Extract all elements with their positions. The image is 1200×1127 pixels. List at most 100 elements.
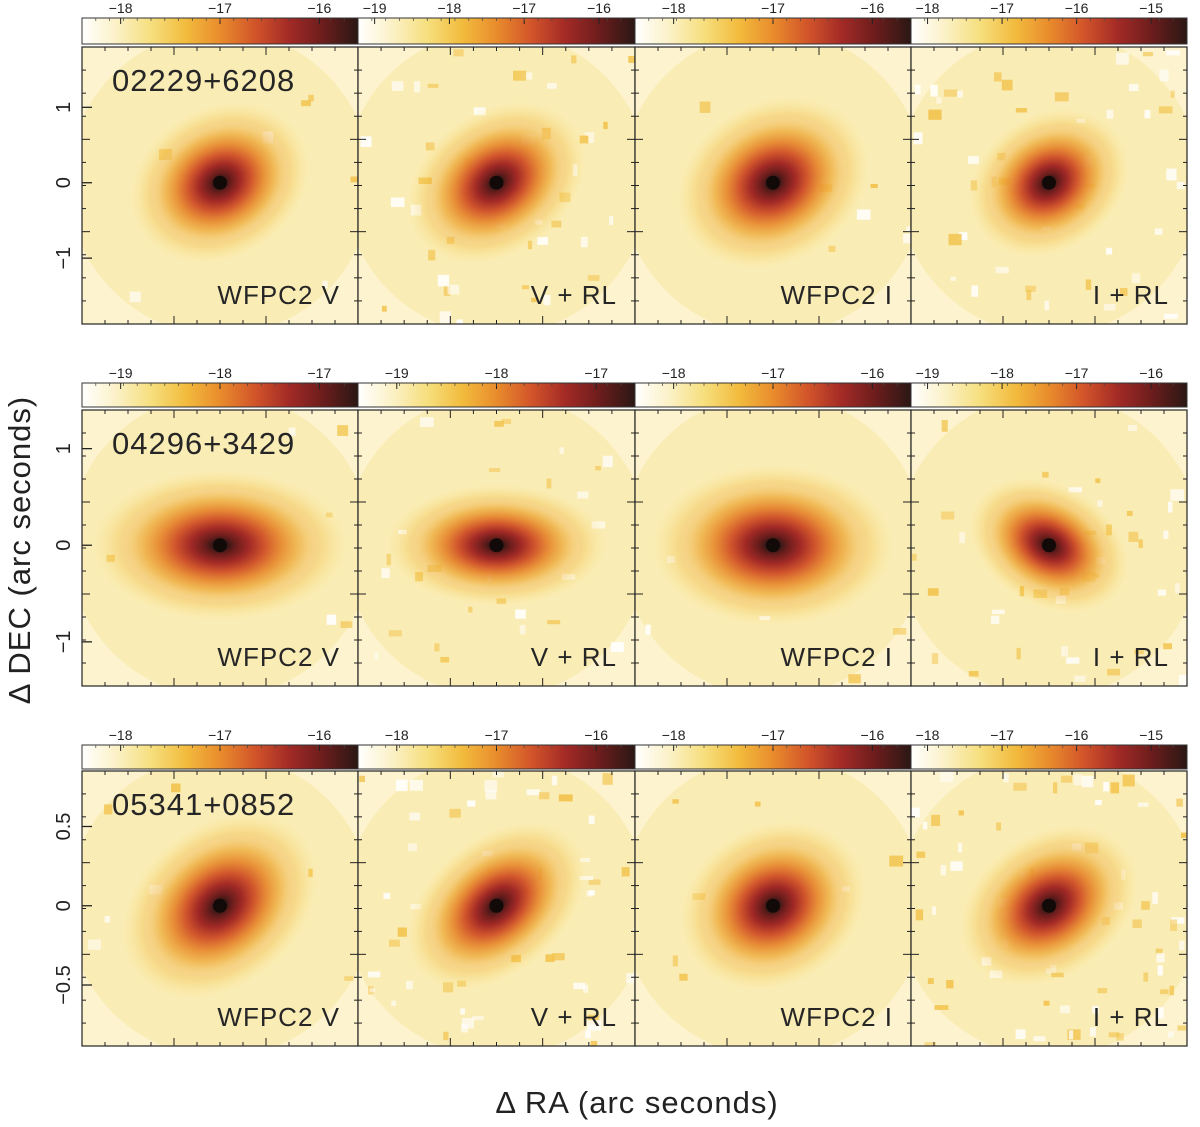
noise-speckle xyxy=(1166,168,1177,181)
noise-speckle xyxy=(369,988,376,993)
colorbar-ramp xyxy=(910,382,1188,408)
y-axis: 1 0 −1 xyxy=(53,443,92,653)
noise-speckle xyxy=(679,973,688,981)
colorbar: −18 −17 −16 xyxy=(81,0,359,45)
noise-speckle xyxy=(990,615,1000,624)
noise-speckle xyxy=(584,132,595,144)
noise-speckle xyxy=(1175,582,1180,594)
noise-speckle xyxy=(1178,674,1187,686)
noise-speckle xyxy=(1042,471,1049,478)
colorbar-tick-label: −17 xyxy=(485,727,509,743)
noise-speckle xyxy=(1128,531,1139,542)
noise-speckle xyxy=(577,491,589,499)
colorbar-tick-label: −16 xyxy=(307,727,331,743)
noise-speckle xyxy=(494,420,504,427)
noise-speckle xyxy=(488,468,501,473)
noise-speckle xyxy=(580,236,588,248)
y-tick-label: 0 xyxy=(53,900,75,911)
noise-speckle xyxy=(1156,952,1165,963)
image-panel: WFPC2 I xyxy=(634,409,912,687)
noise-speckle xyxy=(547,620,561,625)
colorbar-tick-label: −18 xyxy=(662,365,686,381)
noise-speckle xyxy=(526,789,540,796)
panel-label: I + RL xyxy=(1093,642,1169,672)
noise-speckle xyxy=(1066,657,1080,664)
object-name: 05341+0852 xyxy=(112,787,295,822)
noise-speckle xyxy=(388,630,402,637)
noise-speckle xyxy=(1013,782,1027,791)
y-tick-label: 1 xyxy=(53,102,75,113)
noise-speckle xyxy=(672,799,679,804)
noise-speckle xyxy=(1168,501,1173,513)
noise-speckle xyxy=(946,980,954,989)
noise-speckle xyxy=(1170,489,1185,501)
y-tick-label: 1 xyxy=(53,443,75,454)
source-peak xyxy=(766,898,780,913)
panel-label: WFPC2 I xyxy=(781,280,893,310)
noise-speckle xyxy=(1128,424,1138,432)
panel-label: WFPC2 V xyxy=(217,1002,340,1032)
noise-speckle xyxy=(957,843,963,853)
noise-speckle xyxy=(941,419,948,432)
noise-speckle xyxy=(360,136,372,147)
noise-speckle xyxy=(420,417,434,428)
noise-speckle xyxy=(602,455,613,468)
noise-speckle xyxy=(893,628,907,635)
noise-speckle xyxy=(603,121,608,130)
noise-speckle xyxy=(1054,92,1069,102)
noise-speckle xyxy=(828,245,836,252)
colorbar: −19 −18 −17 xyxy=(81,365,359,408)
noise-speckle xyxy=(588,815,595,824)
colorbar-tick-label: −16 xyxy=(1139,365,1163,381)
noise-speckle xyxy=(1157,965,1163,976)
colorbar: −19 −18 −17 −16 xyxy=(910,365,1188,408)
image-panel: WFPC2 I xyxy=(634,46,912,325)
noise-speckle xyxy=(1131,273,1141,284)
noise-speckle xyxy=(950,861,963,871)
noise-speckle xyxy=(406,980,413,990)
noise-speckle xyxy=(391,1000,397,1007)
noise-speckle xyxy=(915,909,924,921)
noise-speckle xyxy=(950,276,957,281)
y-tick-label: −1 xyxy=(53,247,75,270)
noise-speckle xyxy=(171,783,181,793)
x-axis-label: Δ RA (arc seconds) xyxy=(495,1085,779,1120)
noise-speckle xyxy=(449,808,461,818)
noise-speckle xyxy=(443,285,451,296)
noise-speckle xyxy=(519,624,526,635)
colorbar-tick-label: −16 xyxy=(860,365,884,381)
noise-speckle xyxy=(1052,782,1058,794)
noise-speckle xyxy=(913,132,923,145)
noise-speckle xyxy=(587,275,600,281)
noise-speckle xyxy=(958,232,968,241)
noise-speckle xyxy=(391,81,404,91)
noise-speckle xyxy=(1060,1005,1070,1014)
colorbar-tick-label: −18 xyxy=(916,0,940,16)
colorbar-tick-label: −17 xyxy=(761,727,785,743)
noise-speckle xyxy=(621,867,630,877)
noise-speckle xyxy=(927,588,939,596)
noise-speckle xyxy=(1164,313,1178,319)
noise-speckle xyxy=(1044,300,1050,311)
colorbar-tick-label: −17 xyxy=(1065,365,1089,381)
y-tick-label: 0 xyxy=(53,177,75,188)
noise-speckle xyxy=(590,1040,598,1046)
noise-speckle xyxy=(367,971,381,978)
noise-speckle xyxy=(573,982,586,990)
colorbar-tick-label: −16 xyxy=(1065,0,1089,16)
noise-speckle xyxy=(1025,285,1036,292)
source-peak xyxy=(1042,538,1056,553)
colorbar-tick-label: −16 xyxy=(860,727,884,743)
noise-speckle xyxy=(848,674,861,684)
colorbar-tick-label: −19 xyxy=(109,365,133,381)
colorbar-tick-label: −18 xyxy=(208,365,232,381)
noise-speckle xyxy=(1073,774,1083,786)
noise-speckle xyxy=(995,266,1009,274)
noise-speckle xyxy=(1067,1029,1081,1040)
y-axis-label: Δ DEC (arc seconds) xyxy=(2,395,37,705)
noise-speckle xyxy=(928,109,942,120)
colorbar-tick-label: −15 xyxy=(1139,0,1163,16)
noise-speckle xyxy=(460,1008,465,1015)
panel-label: I + RL xyxy=(1093,280,1169,310)
